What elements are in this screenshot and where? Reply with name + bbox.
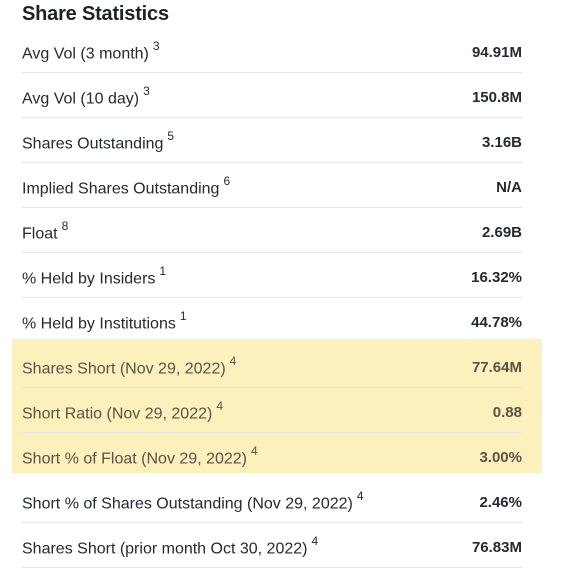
- footnote-marker: 4: [311, 533, 319, 548]
- row-value: 16.32%: [471, 268, 522, 286]
- footnote-marker: 4: [251, 444, 258, 459]
- footnote-marker: 5: [167, 128, 175, 143]
- row-label: Avg Vol (3 month) 3: [22, 38, 160, 63]
- footnote-marker: 4: [229, 353, 237, 368]
- table-row: % Held by Institutions 1 44.78%: [22, 298, 522, 343]
- footnote-marker: 6: [223, 173, 231, 188]
- short-interest-highlight: [12, 339, 542, 473]
- row-value: 76.83M: [471, 538, 522, 556]
- row-label: Avg Vol (10 day) 3: [22, 83, 150, 108]
- row-value: 44.78%: [471, 314, 522, 331]
- footnote-marker: 3: [152, 38, 160, 53]
- footnote-marker: 3: [143, 83, 150, 98]
- row-label: Shares Short (Nov 29, 2022) 4: [22, 353, 237, 378]
- table-row: % Held by Insiders 1 16.32%: [22, 253, 522, 298]
- row-label: Short % of Float (Nov 29, 2022) 4: [22, 444, 258, 468]
- row-label: % Held by Insiders 1: [22, 263, 167, 288]
- table-row: Avg Vol (10 day) 3 150.8M: [22, 73, 522, 118]
- row-label: Shares Short (prior month Oct 30, 2022) 4: [22, 533, 319, 558]
- footnote-marker: 8: [61, 218, 69, 233]
- footnote-marker: 4: [216, 398, 224, 413]
- row-value: 94.91M: [471, 43, 522, 61]
- table-row: Short % of Float (Nov 29, 2022) 4 3.00%: [22, 433, 522, 478]
- row-label: Short % of Shares Outstanding (Nov 29, 2…: [22, 488, 364, 513]
- table-row: Short Ratio (Nov 29, 2022) 4 0.88: [22, 388, 522, 433]
- table-row: Shares Outstanding 5 3.16B: [22, 118, 522, 163]
- table-row: Implied Shares Outstanding 6 N/A: [22, 163, 522, 208]
- table-row: Float 8 2.69B: [22, 208, 522, 253]
- row-value: 150.8M: [471, 88, 522, 106]
- row-value: 3.00%: [479, 449, 522, 466]
- row-value: 2.46%: [479, 493, 522, 511]
- table-row: Shares Short (Nov 29, 2022) 4 77.64M: [22, 343, 522, 388]
- row-label: Shares Outstanding 5: [22, 128, 175, 153]
- footnote-marker: 1: [159, 263, 167, 278]
- row-value: 2.69B: [481, 223, 522, 241]
- section-title: Share Statistics: [22, 3, 169, 25]
- row-value: 0.88: [492, 403, 522, 421]
- share-statistics-table: Avg Vol (3 month) 3 94.91M Avg Vol (10 da…: [22, 28, 522, 568]
- row-label: Short Ratio (Nov 29, 2022) 4: [22, 398, 224, 423]
- row-value: 77.64M: [471, 358, 522, 376]
- footnote-marker: 1: [179, 309, 187, 324]
- table-row: Avg Vol (3 month) 3 94.91M: [22, 28, 522, 73]
- row-label: Float 8: [22, 218, 69, 243]
- table-row: Short % of Shares Outstanding (Nov 29, 2…: [22, 478, 522, 523]
- footnote-marker: 4: [356, 488, 364, 503]
- row-label: Implied Shares Outstanding 6: [22, 173, 231, 198]
- row-label: % Held by Institutions 1: [22, 309, 187, 333]
- row-value: N/A: [496, 178, 522, 196]
- table-row: Shares Short (prior month Oct 30, 2022) 4…: [22, 523, 522, 568]
- row-value: 3.16B: [481, 133, 522, 151]
